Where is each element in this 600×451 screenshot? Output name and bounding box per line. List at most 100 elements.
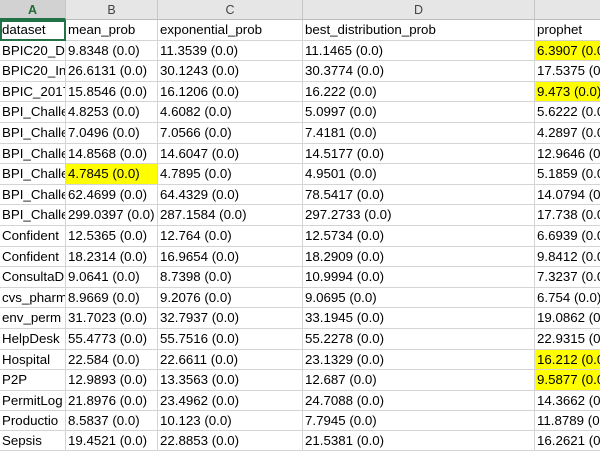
table-cell[interactable]: 62.4699 (0.0) — [66, 184, 158, 206]
table-cell[interactable]: 10.123 (0.0) — [158, 411, 303, 432]
table-cell[interactable]: 11.3539 (0.0) — [158, 40, 303, 62]
column-header-a[interactable]: A — [0, 0, 66, 20]
table-cell[interactable]: 16.9654 (0.0) — [158, 246, 303, 268]
table-cell[interactable]: 6.754 (0.0) — [535, 287, 600, 309]
table-cell[interactable]: 9.473 (0.0) — [535, 81, 600, 103]
table-cell[interactable]: 30.3774 (0.0) — [303, 61, 535, 82]
table-cell[interactable]: 11.1465 (0.0) — [303, 40, 535, 62]
table-cell[interactable]: 22.584 (0.0) — [66, 349, 158, 371]
table-cell[interactable]: 18.2314 (0.0) — [66, 246, 158, 268]
table-cell[interactable]: 4.9501 (0.0) — [303, 164, 535, 185]
table-cell[interactable]: 30.1243 (0.0) — [158, 61, 303, 82]
table-cell[interactable]: BPIC_2017 — [0, 81, 66, 103]
table-cell[interactable]: 14.0794 (0.0) — [535, 184, 600, 206]
table-cell[interactable]: 32.7937 (0.0) — [158, 308, 303, 329]
table-cell[interactable]: 4.8253 (0.0) — [66, 102, 158, 123]
header-cell[interactable]: dataset — [0, 20, 66, 41]
table-cell[interactable]: 287.1584 (0.0) — [158, 205, 303, 226]
table-cell[interactable]: 7.7945 (0.0) — [303, 411, 535, 432]
table-cell[interactable]: 7.0496 (0.0) — [66, 122, 158, 144]
table-cell[interactable]: HelpDesk — [0, 328, 66, 350]
column-header-e[interactable]: E — [535, 0, 600, 20]
table-cell[interactable]: 55.4773 (0.0) — [66, 328, 158, 350]
header-cell[interactable]: exponential_prob — [158, 20, 303, 41]
table-cell[interactable]: Productio — [0, 411, 66, 432]
table-cell[interactable]: 64.4329 (0.0) — [158, 184, 303, 206]
table-cell[interactable]: 14.3662 (0.0) — [535, 390, 600, 412]
table-cell[interactable]: 9.0695 (0.0) — [303, 287, 535, 309]
table-cell[interactable]: BPIC20_De — [0, 40, 66, 62]
header-cell[interactable]: prophet — [535, 20, 600, 41]
table-cell[interactable]: 55.2278 (0.0) — [303, 328, 535, 350]
table-cell[interactable]: 12.9646 (0.0) — [535, 143, 600, 165]
table-cell[interactable]: 12.5734 (0.0) — [303, 225, 535, 247]
table-cell[interactable]: 7.0566 (0.0) — [158, 122, 303, 144]
table-cell[interactable]: 14.5177 (0.0) — [303, 143, 535, 165]
table-cell[interactable]: 19.0862 (0.0) — [535, 308, 600, 329]
table-cell[interactable]: BPIC20_In — [0, 61, 66, 82]
table-cell[interactable]: 5.1859 (0.0) — [535, 164, 600, 185]
table-cell[interactable]: 5.0997 (0.0) — [303, 102, 535, 123]
table-cell[interactable]: 21.8976 (0.0) — [66, 390, 158, 412]
table-cell[interactable]: 6.6939 (0.0) — [535, 225, 600, 247]
table-cell[interactable]: 15.8546 (0.0) — [66, 81, 158, 103]
table-cell[interactable]: 12.5365 (0.0) — [66, 225, 158, 247]
table-cell[interactable]: 8.7398 (0.0) — [158, 267, 303, 288]
table-cell[interactable]: 19.4521 (0.0) — [66, 431, 158, 451]
table-cell[interactable]: 9.8348 (0.0) — [66, 40, 158, 62]
table-cell[interactable]: 8.5837 (0.0) — [66, 411, 158, 432]
table-cell[interactable]: 23.4962 (0.0) — [158, 390, 303, 412]
table-cell[interactable]: 7.3237 (0.0) — [535, 267, 600, 288]
table-cell[interactable]: 8.9669 (0.0) — [66, 287, 158, 309]
table-cell[interactable]: 4.7845 (0.0) — [66, 164, 158, 185]
table-cell[interactable]: 17.738 (0.0) — [535, 205, 600, 226]
table-cell[interactable]: BPI_Challe — [0, 205, 66, 226]
table-cell[interactable]: 6.3907 (0.0) — [535, 40, 600, 62]
header-cell[interactable]: best_distribution_prob — [303, 20, 535, 41]
table-cell[interactable]: 13.3563 (0.0) — [158, 370, 303, 391]
table-cell[interactable]: 14.6047 (0.0) — [158, 143, 303, 165]
table-cell[interactable]: 12.764 (0.0) — [158, 225, 303, 247]
table-cell[interactable]: PermitLog — [0, 390, 66, 412]
table-cell[interactable]: 24.7088 (0.0) — [303, 390, 535, 412]
column-header-b[interactable]: B — [66, 0, 158, 20]
table-cell[interactable]: 4.7895 (0.0) — [158, 164, 303, 185]
column-header-c[interactable]: C — [158, 0, 303, 20]
header-cell[interactable]: mean_prob — [66, 20, 158, 41]
table-cell[interactable]: cvs_pharm — [0, 287, 66, 309]
table-cell[interactable]: 9.0641 (0.0) — [66, 267, 158, 288]
table-cell[interactable]: 17.5375 (0.0) — [535, 61, 600, 82]
table-cell[interactable]: 12.9893 (0.0) — [66, 370, 158, 391]
table-cell[interactable]: 9.5877 (0.0) — [535, 370, 600, 391]
table-cell[interactable]: 78.5417 (0.0) — [303, 184, 535, 206]
table-cell[interactable]: 14.8568 (0.0) — [66, 143, 158, 165]
table-cell[interactable]: 7.4181 (0.0) — [303, 122, 535, 144]
table-cell[interactable]: BPI_Challe — [0, 122, 66, 144]
table-cell[interactable]: BPI_Challe — [0, 102, 66, 123]
table-cell[interactable]: 22.8853 (0.0) — [158, 431, 303, 451]
table-cell[interactable]: BPI_Challe — [0, 164, 66, 185]
table-cell[interactable]: 22.9315 (0.0) — [535, 328, 600, 350]
table-cell[interactable]: Confident — [0, 246, 66, 268]
table-cell[interactable]: 22.6611 (0.0) — [158, 349, 303, 371]
table-cell[interactable]: 16.1206 (0.0) — [158, 81, 303, 103]
table-cell[interactable]: Sepsis — [0, 431, 66, 451]
table-cell[interactable]: Hospital — [0, 349, 66, 371]
table-cell[interactable]: 4.6082 (0.0) — [158, 102, 303, 123]
table-cell[interactable]: 12.687 (0.0) — [303, 370, 535, 391]
column-header-d[interactable]: D — [303, 0, 535, 20]
table-cell[interactable]: 55.7516 (0.0) — [158, 328, 303, 350]
table-cell[interactable]: 31.7023 (0.0) — [66, 308, 158, 329]
table-cell[interactable]: 299.0397 (0.0) — [66, 205, 158, 226]
table-cell[interactable]: 297.2733 (0.0) — [303, 205, 535, 226]
table-cell[interactable]: 16.212 (0.0) — [535, 349, 600, 371]
table-cell[interactable]: 26.6131 (0.0) — [66, 61, 158, 82]
table-cell[interactable]: ConsultaD — [0, 267, 66, 288]
table-cell[interactable]: 10.9994 (0.0) — [303, 267, 535, 288]
table-cell[interactable]: BPI_Challe — [0, 143, 66, 165]
table-cell[interactable]: 9.8412 (0.0) — [535, 246, 600, 268]
table-cell[interactable]: 21.5381 (0.0) — [303, 431, 535, 451]
table-cell[interactable]: 33.1945 (0.0) — [303, 308, 535, 329]
table-cell[interactable]: 16.2621 (0.0) — [535, 431, 600, 451]
table-cell[interactable]: 18.2909 (0.0) — [303, 246, 535, 268]
